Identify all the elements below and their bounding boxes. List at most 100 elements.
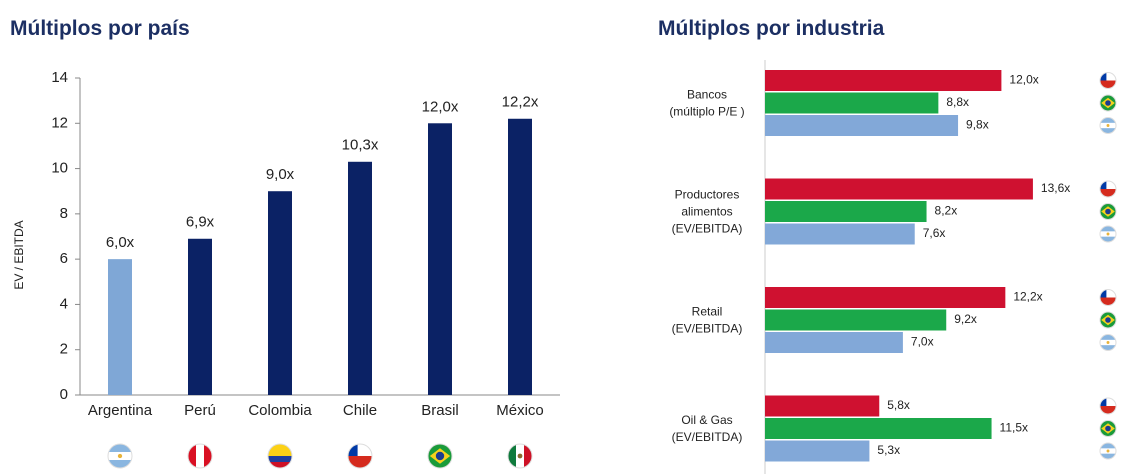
value-label: 12,0x [422,98,459,115]
flag-rim [1099,117,1117,134]
flag-rim [107,443,133,469]
flag-part [1100,72,1107,81]
x-tick-label: Perú [184,402,216,419]
bar [188,238,212,395]
flag-part [348,444,358,456]
y-tick-label: 10 [51,160,68,177]
flag-icon [188,444,212,468]
x-tick-label: México [496,402,544,419]
bar [765,418,992,439]
bar [765,395,880,417]
flag-part [517,453,523,459]
flag-part [196,444,204,468]
y-tick-label: 0 [60,386,68,403]
flag-icon [1100,72,1116,89]
bar [765,440,870,462]
y-tick-label: 4 [60,295,68,312]
value-label: 7,0x [911,335,934,349]
flag-part [1105,317,1111,323]
bar [348,161,372,395]
flag-icon [508,444,532,468]
y-tick-label: 8 [60,205,68,222]
bar [765,115,959,136]
category-label: (EV/EBITDA) [672,430,743,444]
flag-part [1106,124,1110,127]
category-label: (EV/EBITDA) [672,221,743,235]
category-label: (múltiplo P/E ) [669,104,744,118]
bar [108,259,132,395]
flag-icon [1100,398,1116,414]
flag-rim [1099,203,1117,220]
flag-rim [267,443,293,469]
value-label: 9,8x [966,118,989,132]
flag-part [268,444,292,456]
category-label: (EV/EBITDA) [672,321,743,335]
chart-title: Múltiplos por industria [658,17,885,40]
y-tick-label: 14 [51,69,68,86]
flag-icon [428,444,452,468]
bar [428,123,452,396]
flag-part [1100,80,1116,89]
bar [508,118,532,395]
flag-part [1100,189,1116,197]
x-tick-label: Brasil [421,402,459,419]
flag-part [268,456,292,462]
y-tick-label: 12 [51,114,68,131]
flag-icon [1100,181,1116,197]
value-label: 9,0x [266,166,295,183]
bar [765,70,1002,91]
category-label: Oil & Gas [681,413,732,427]
flag-part [1105,425,1111,432]
flag-rim [187,443,213,469]
flag-icon [1100,443,1116,459]
value-label: 5,3x [877,443,900,457]
flag-part [1105,100,1111,106]
flag-part [1105,208,1111,215]
category-label: Bancos [687,87,727,101]
value-label: 9,2x [954,312,977,326]
flag-rim [1099,334,1117,351]
value-label: 13,6x [1041,181,1070,195]
flag-part [508,444,516,468]
value-label: 12,0x [1009,73,1038,87]
flag-icon [1100,420,1116,437]
flag-rim [1099,180,1117,198]
x-tick-label: Chile [343,402,377,419]
value-label: 8,2x [935,204,958,218]
bar [268,191,292,395]
flag-part [1106,341,1110,344]
flag-icon [108,444,132,468]
flag-part [1100,398,1107,406]
value-label: 8,8x [946,95,969,109]
flag-part [1100,406,1116,414]
flag-icon [1100,117,1116,134]
flag-rim [1099,442,1117,460]
bar [765,332,903,353]
category-label: Productores [675,187,740,201]
category-label: Retail [692,304,723,318]
value-label: 10,3x [342,137,379,154]
y-tick-label: 2 [60,341,68,358]
value-label: 6,9x [186,214,215,231]
flag-icon [1100,203,1116,220]
flag-rim [347,443,373,469]
x-tick-label: Argentina [88,402,153,419]
value-label: 11,5x [1000,421,1028,435]
flag-icon [1100,289,1116,306]
flag-rim [1099,420,1117,437]
value-label: 12,2x [1013,290,1042,304]
flag-rim [1099,72,1117,89]
value-label: 5,8x [887,398,910,412]
flag-part [1106,232,1110,236]
flag-part [1100,297,1116,306]
flag-part [117,453,123,459]
value-label: 7,6x [923,226,946,240]
y-axis-label: EV / EBITDA [12,220,26,289]
bar [765,201,927,222]
flag-part [348,456,372,468]
bar [765,309,947,331]
bar [765,92,939,114]
flag-rim [1099,94,1117,112]
flag-icon [1100,312,1116,328]
